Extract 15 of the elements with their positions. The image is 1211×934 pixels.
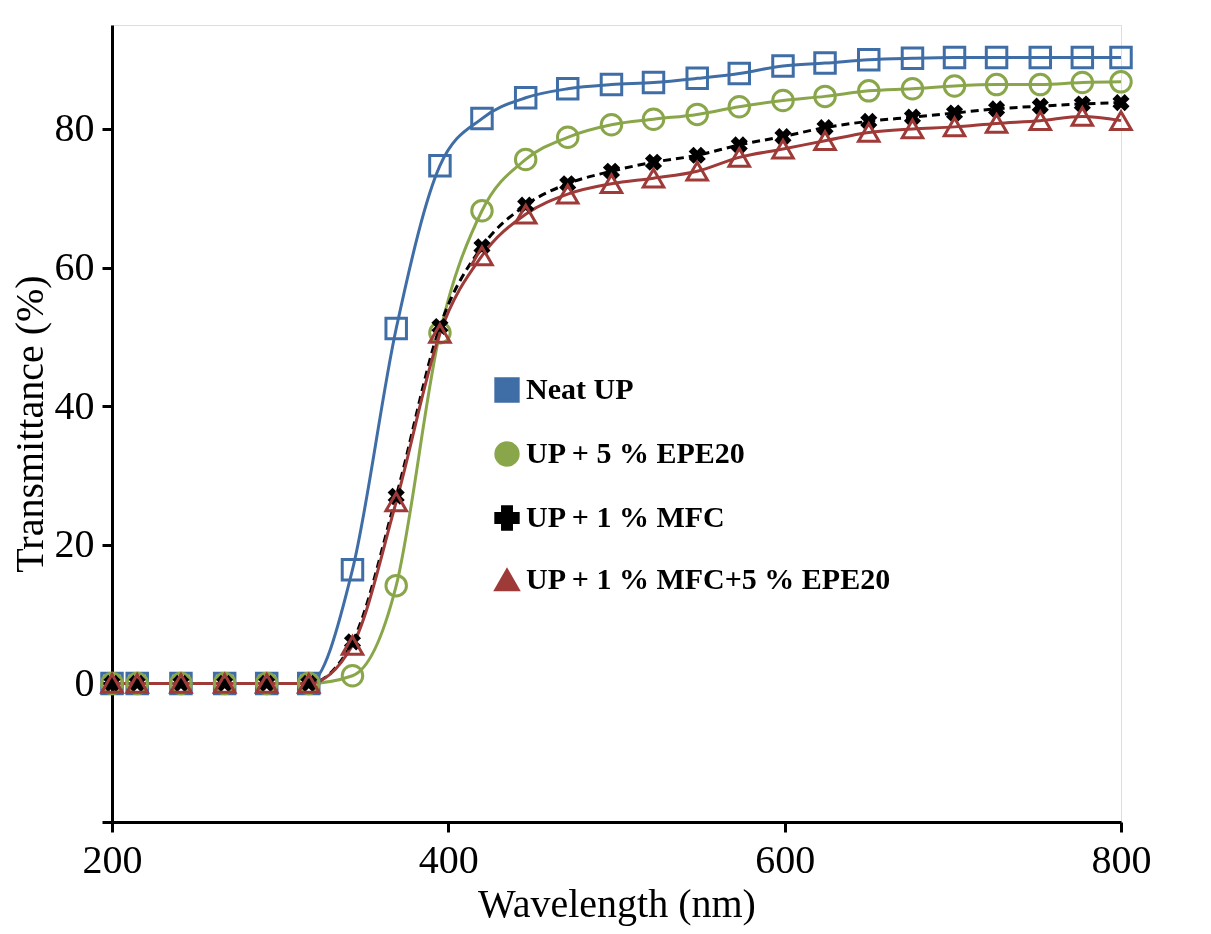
legend-label: UP + 1 % MFC+5 % EPE20 xyxy=(526,562,891,595)
legend-label: Neat UP xyxy=(526,372,634,405)
y-tick-label: 0 xyxy=(74,659,95,705)
y-tick-label: 60 xyxy=(54,244,95,290)
x-axis-title: Wavelength (nm) xyxy=(478,880,756,926)
legend-label: UP + 1 % MFC xyxy=(526,500,725,533)
x-tick-label: 600 xyxy=(755,836,816,882)
y-tick-label: 80 xyxy=(54,105,95,151)
x-tick-label: 800 xyxy=(1091,836,1152,882)
y-tick-label: 20 xyxy=(54,521,95,567)
legend-label: UP + 5 % EPE20 xyxy=(526,436,745,469)
x-tick-label: 200 xyxy=(82,836,143,882)
y-tick-label: 40 xyxy=(54,382,95,428)
y-axis-title: Transmittance (%) xyxy=(6,275,52,573)
x-tick-label: 400 xyxy=(418,836,479,882)
